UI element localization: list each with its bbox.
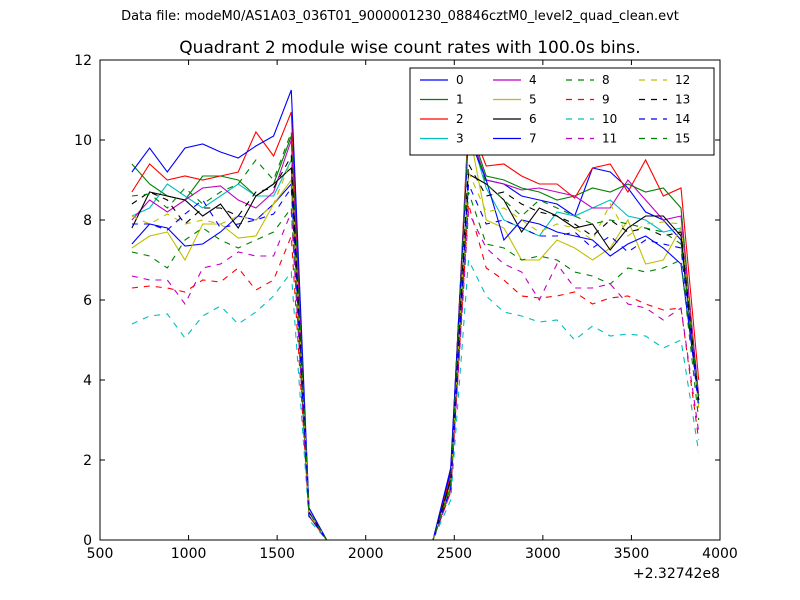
x-tick-label: 2500: [436, 546, 472, 562]
legend-box: [409, 67, 715, 156]
x-tick-label: 500: [87, 546, 114, 562]
legend-label-2: 2: [456, 112, 464, 126]
legend-label-0: 0: [456, 73, 464, 87]
y-tick-label: 8: [83, 213, 92, 229]
series-line-13: [131, 154, 700, 541]
legend-label-9: 9: [602, 93, 610, 107]
legend-label-8: 8: [602, 73, 610, 87]
legend-label-7: 7: [529, 132, 537, 146]
y-tick-label: 2: [83, 453, 92, 469]
legend-label-3: 3: [456, 132, 464, 146]
x-tick-label: 1000: [171, 546, 207, 562]
legend-label-12: 12: [675, 73, 690, 87]
y-tick-label: 0: [83, 533, 92, 549]
figure-suptitle: Data file: modeM0/AS1A03_036T01_90000012…: [121, 9, 679, 24]
legend-label-5: 5: [529, 93, 537, 107]
y-tick-label: 10: [74, 133, 92, 149]
legend-label-11: 11: [602, 132, 617, 146]
x-tick-label: 3500: [614, 546, 650, 562]
series-line-8: [131, 191, 700, 541]
chart-title: Quadrant 2 module wise count rates with …: [179, 38, 640, 58]
x-tick-label: 4000: [702, 546, 738, 562]
legend-label-13: 13: [675, 93, 690, 107]
legend-label-15: 15: [675, 132, 690, 146]
legend-label-4: 4: [529, 73, 537, 87]
legend-label-1: 1: [456, 93, 464, 107]
legend-label-6: 6: [529, 112, 537, 126]
x-tick-label: 3000: [525, 546, 561, 562]
legend-label-14: 14: [675, 112, 690, 126]
series-line-9: [131, 203, 700, 541]
x-tick-label: 2000: [348, 546, 384, 562]
x-axis-offset-label: +2.32742e8: [633, 566, 720, 582]
y-tick-label: 12: [74, 53, 92, 69]
legend-label-10: 10: [602, 112, 617, 126]
y-tick-label: 6: [83, 293, 92, 309]
x-tick-label: 1500: [259, 546, 295, 562]
y-tick-label: 4: [83, 373, 92, 389]
